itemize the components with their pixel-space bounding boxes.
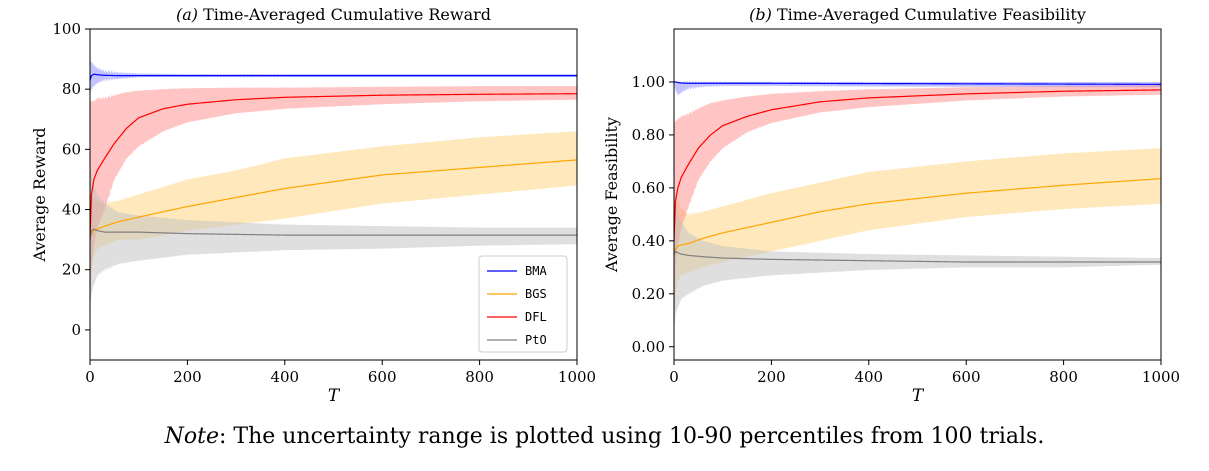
line-bma [674,81,1161,85]
legend-label-dfl: DFL [525,310,547,324]
y-tick-label: 0.60 [632,179,665,197]
line-pto [90,228,577,240]
x-tick-label: 1000 [558,368,596,386]
legend-label-pto: PtO [525,333,547,347]
x-tick-label: 600 [368,368,397,386]
plot-area [90,59,577,329]
y-tick-label: 40 [62,201,81,219]
x-tick-label: 400 [270,368,299,386]
y-axis-label: Average Reward [30,127,49,262]
x-tick-label: 800 [1049,368,1078,386]
chart-panel-a: 0 200 400 600 800 1000 0 20 40 60 80 100 T Average Re… [30,5,596,406]
y-tick-label: 0 [71,321,81,339]
chart-panel-b: 0 200 400 600 800 1000 0.00 0.20 0.40 0.60 0.80 1.0… [602,5,1180,406]
chart-title: (b) Time-Averaged Cumulative Feasibility [749,5,1086,24]
band-bma [90,59,577,96]
title-text: Time-Averaged Cumulative Feasibility [772,5,1086,24]
band-bma [674,80,1161,97]
y-tick-label: 100 [52,20,81,38]
x-tick-label: 800 [465,368,494,386]
note-text: : The uncertainty range is plotted using… [219,424,1045,449]
line-bgs [90,159,577,240]
panel-label: (a) [176,5,198,24]
x-tick-label: 1000 [1142,368,1180,386]
x-axis-label: T [912,386,925,406]
y-tick-label: 0.80 [632,126,665,144]
y-tick-label: 20 [62,261,81,279]
plot-area [674,80,1161,346]
note-label: Note [164,424,220,449]
x-axis-label: T [328,386,341,406]
band-dfl [90,86,577,329]
figure-note: Note: The uncertainty range is plotted u… [0,424,1209,449]
y-tick-label: 60 [62,140,81,158]
y-tick-label: 1.00 [632,73,665,91]
axes-frame [673,28,1162,361]
legend: BMA BGS DFL PtO [478,255,568,353]
y-tick-label: 0.20 [632,285,665,303]
legend-label-bma: BMA [525,264,547,278]
panel-label: (b) [749,5,772,24]
legend-frame [478,255,568,353]
y-axis-label: Average Feasibility [602,117,621,273]
legend-label-bgs: BGS [525,287,547,301]
axes-frame [89,28,578,361]
band-pto [674,188,1161,333]
x-tick-label: 600 [952,368,981,386]
line-pto [674,250,1161,263]
y-tick-label: 80 [62,80,81,98]
line-bgs [674,178,1161,255]
figure: 0 200 400 600 800 1000 0 20 40 60 80 100 T Average Re… [30,5,1180,406]
x-tick-label: 0 [669,368,679,386]
x-tick-label: 200 [173,368,202,386]
band-bgs [90,131,577,299]
title-text: Time-Averaged Cumulative Reward [198,5,491,24]
line-dfl [674,89,1161,241]
band-bgs [674,148,1161,320]
line-bma [90,73,577,81]
chart-title: (a) Time-Averaged Cumulative Reward [176,5,491,24]
y-tick-label: 0.40 [632,232,665,250]
band-dfl [674,85,1161,346]
y-tick-label: 0.00 [632,338,665,356]
line-dfl [90,93,577,240]
x-tick-label: 0 [85,368,95,386]
x-tick-label: 400 [854,368,883,386]
x-tick-label: 200 [757,368,786,386]
